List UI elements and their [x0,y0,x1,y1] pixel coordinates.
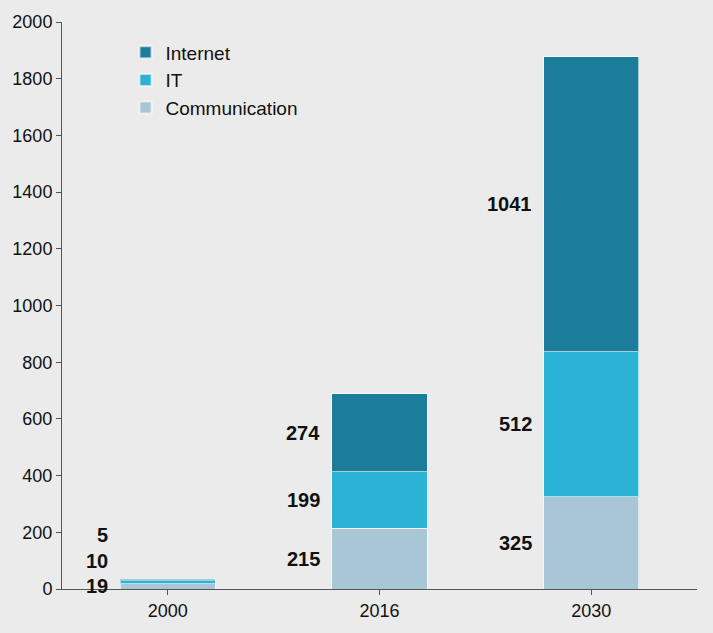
svg-text:512: 512 [499,413,532,435]
svg-text:Internet: Internet [166,43,231,64]
svg-text:1000: 1000 [12,296,52,316]
svg-text:600: 600 [22,409,52,429]
svg-text:215: 215 [287,548,320,570]
svg-text:5: 5 [97,524,108,546]
svg-text:10: 10 [86,550,108,572]
svg-text:2000: 2000 [148,601,188,621]
svg-text:1600: 1600 [12,126,52,146]
svg-text:IT: IT [166,70,183,91]
svg-text:1200: 1200 [12,239,52,259]
svg-text:1041: 1041 [487,193,532,215]
svg-text:1800: 1800 [12,69,52,89]
svg-text:1400: 1400 [12,182,52,202]
svg-text:325: 325 [499,532,532,554]
svg-text:274: 274 [286,422,320,444]
svg-text:199: 199 [287,489,320,511]
svg-text:Communication: Communication [166,98,298,119]
svg-text:800: 800 [22,353,52,373]
svg-text:400: 400 [22,466,52,486]
svg-text:2030: 2030 [571,601,611,621]
svg-text:200: 200 [22,523,52,543]
svg-text:2000: 2000 [12,12,52,32]
svg-text:0: 0 [42,579,52,599]
svg-text:19: 19 [86,575,108,597]
svg-text:2016: 2016 [359,601,399,621]
